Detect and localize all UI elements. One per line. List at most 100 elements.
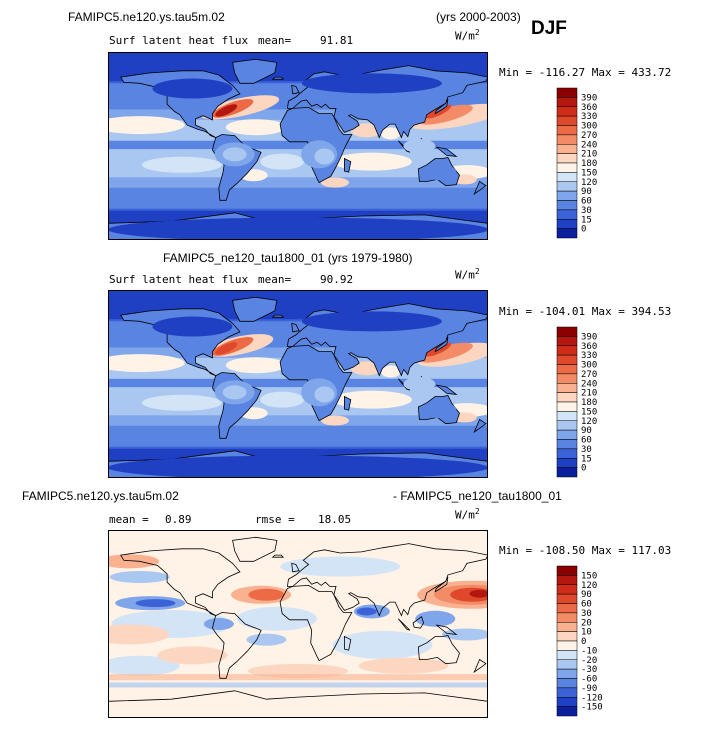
coastline bbox=[291, 322, 300, 333]
coastline bbox=[271, 76, 285, 80]
colorbar-tick-label: 90 bbox=[581, 590, 592, 600]
field-patch bbox=[215, 104, 238, 117]
field-band bbox=[108, 674, 488, 681]
mean-value: 0.89 bbox=[165, 513, 192, 526]
coastline bbox=[286, 543, 488, 617]
colorbar-tick-label: 0 bbox=[581, 464, 586, 474]
colorbar-tick-label: 20 bbox=[581, 618, 592, 628]
colorbar-box bbox=[556, 612, 578, 623]
colorbar-box bbox=[556, 190, 578, 201]
colorbar-tick-label: 180 bbox=[581, 159, 597, 169]
field-patch bbox=[356, 607, 377, 616]
field-patch bbox=[403, 377, 436, 391]
coastline bbox=[436, 384, 458, 395]
colorbar-tick-label: -150 bbox=[581, 703, 603, 713]
colorbar-box bbox=[556, 144, 578, 154]
field-patch bbox=[332, 630, 433, 659]
field-patch bbox=[236, 606, 317, 631]
coastline bbox=[434, 98, 449, 115]
colorbar-box bbox=[556, 678, 578, 689]
colorbar-tick-label: 330 bbox=[581, 351, 597, 361]
field-patch bbox=[108, 116, 185, 135]
colorbar-box bbox=[556, 575, 578, 585]
field-patch bbox=[314, 148, 335, 165]
field-patch bbox=[320, 415, 349, 426]
colorbar-tick-label: -20 bbox=[581, 656, 597, 666]
field-patch bbox=[403, 139, 436, 153]
colorbar-box bbox=[556, 420, 578, 431]
colorbar-tick-label: 30 bbox=[581, 609, 592, 619]
field-patch bbox=[108, 554, 160, 569]
field-patch bbox=[108, 655, 180, 676]
field-patch bbox=[108, 624, 170, 645]
diff-title-left: FAMIPC5.ne120.ys.tau5m.02 bbox=[22, 489, 179, 503]
map-panel bbox=[108, 290, 488, 478]
field-patch bbox=[222, 385, 247, 400]
coastline bbox=[343, 635, 352, 651]
field-patch bbox=[415, 610, 456, 627]
colorbar-box bbox=[556, 326, 578, 337]
map-panel bbox=[108, 530, 488, 718]
field-patch bbox=[441, 628, 488, 641]
colorbar-box bbox=[556, 87, 578, 98]
colorbar-tick-label: 300 bbox=[581, 122, 597, 132]
coastline bbox=[434, 576, 449, 593]
rmse-value: 18.05 bbox=[318, 513, 352, 526]
coastline bbox=[232, 536, 278, 562]
field-band bbox=[108, 378, 488, 388]
rmse-label: rmse = bbox=[255, 513, 295, 526]
colorbar-box bbox=[556, 401, 578, 412]
colorbar-tick-label: 390 bbox=[581, 93, 597, 103]
coastline bbox=[232, 296, 278, 322]
colorbar-tick-label: 30 bbox=[581, 206, 592, 216]
coastline bbox=[473, 180, 487, 196]
colorbar-tick-label: 240 bbox=[581, 379, 597, 389]
field-patch bbox=[152, 316, 233, 337]
colorbar-tick-label: 60 bbox=[581, 436, 592, 446]
field-patch bbox=[222, 147, 247, 162]
colorbar-box bbox=[556, 354, 578, 365]
min-max-label: Min = -104.01 Max = 394.53 bbox=[499, 305, 672, 318]
coastline bbox=[212, 612, 262, 679]
colorbar-tick-label: 210 bbox=[581, 389, 597, 399]
coastline bbox=[343, 395, 352, 411]
colorbar-tick-label: -120 bbox=[581, 693, 603, 703]
coastline bbox=[412, 616, 425, 629]
colorbar-tick-label: 360 bbox=[581, 103, 597, 113]
colorbar-tick-label: 10 bbox=[581, 628, 592, 638]
colorbar-tick-label: -10 bbox=[581, 646, 597, 656]
colorbar-tick-label: 270 bbox=[581, 370, 597, 380]
field-patch bbox=[203, 618, 234, 630]
colorbar-box bbox=[556, 697, 578, 707]
field-patch bbox=[469, 589, 488, 598]
coastline bbox=[279, 584, 353, 662]
mean-value: 91.81 bbox=[320, 34, 354, 47]
units-label: W/m2 bbox=[455, 28, 480, 43]
coastline bbox=[343, 157, 352, 173]
colorbar-box bbox=[556, 584, 578, 595]
colorbar-tick-label: 15 bbox=[581, 454, 592, 464]
colorbar-box bbox=[556, 622, 578, 632]
colorbar-box bbox=[556, 659, 578, 670]
colorbar-tick-label: 15 bbox=[581, 215, 592, 225]
units-label: W/m2 bbox=[455, 507, 480, 522]
mean-label: mean = bbox=[109, 513, 149, 526]
field-patch bbox=[215, 342, 238, 355]
field-label: Surf latent heat flux bbox=[109, 34, 249, 47]
map-frame bbox=[108, 52, 488, 240]
colorbar-box bbox=[556, 115, 578, 126]
colorbar-tick-label: 30 bbox=[581, 445, 592, 455]
colorbar-tick-label: 150 bbox=[581, 571, 597, 581]
colorbar-tick-label: 210 bbox=[581, 150, 597, 160]
field-patch bbox=[331, 390, 412, 409]
field-patch bbox=[152, 78, 233, 99]
colorbar-tick-label: -30 bbox=[581, 665, 597, 675]
field-patch bbox=[422, 402, 457, 419]
colorbar-box bbox=[556, 134, 578, 145]
colorbar-box bbox=[556, 162, 578, 173]
units-label: W/m2 bbox=[455, 267, 480, 282]
field-patch bbox=[141, 156, 222, 173]
colorbar-tick-label: 240 bbox=[581, 140, 597, 150]
field-patch bbox=[260, 391, 305, 408]
